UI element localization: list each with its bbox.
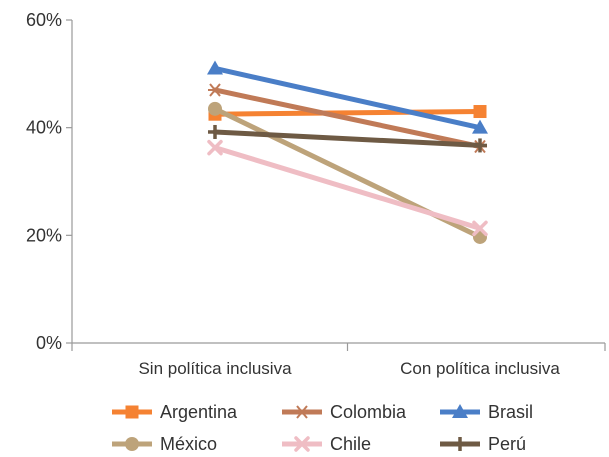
legend-item-colombia: Colombia: [282, 402, 407, 422]
y-tick-label: 60%: [26, 10, 62, 30]
legend-label-chile: Chile: [330, 434, 371, 454]
y-tick-label: 20%: [26, 225, 62, 245]
x-ticks: Sin política inclusiva Con política inclu…: [71, 343, 606, 378]
x-category-label: Sin política inclusiva: [138, 359, 292, 378]
series-layer: [207, 60, 488, 244]
legend-label-colombia: Colombia: [330, 402, 407, 422]
legend-label-mexico: México: [160, 434, 217, 454]
y-tick-label: 0%: [36, 333, 62, 353]
data-point-brasil-0: [207, 60, 223, 75]
series-brasil: [207, 60, 488, 134]
data-point-mexico-0: [208, 101, 222, 116]
data-point-chile-0: [207, 139, 223, 156]
data-point-peru-1: [473, 138, 487, 153]
legend: Argentina Colombia Brasil México Chile Perú: [112, 402, 533, 454]
legend-label-brasil: Brasil: [488, 402, 533, 422]
data-point-peru-0: [208, 124, 222, 139]
data-point-colombia-0: [208, 83, 222, 97]
series-line-chile: [212, 145, 483, 231]
legend-item-chile: Chile: [282, 434, 371, 454]
legend-item-argentina: Argentina: [112, 402, 238, 422]
legend-marker-brasil: [452, 404, 468, 418]
legend-item-brasil: Brasil: [440, 402, 533, 422]
axes: [71, 20, 605, 344]
legend-marker-chile: [294, 436, 310, 452]
legend-marker-colombia: [295, 405, 309, 419]
data-point-chile-1: [472, 220, 488, 237]
series-line-colombia: [212, 87, 483, 150]
series-line-brasil: [212, 65, 483, 131]
x-category-label: Con política inclusiva: [400, 359, 560, 378]
data-point-brasil-1: [472, 119, 488, 134]
legend-marker-mexico: [125, 437, 139, 451]
y-tick-label: 40%: [26, 118, 62, 138]
legend-label-argentina: Argentina: [160, 402, 238, 422]
series-line-argentina: [212, 109, 483, 117]
data-point-argentina-1: [473, 105, 487, 119]
legend-marker-peru: [453, 437, 467, 451]
series-mexico: [208, 101, 487, 244]
legend-item-peru: Perú: [440, 434, 526, 454]
legend-item-mexico: México: [112, 434, 217, 454]
y-ticks: 0% 20% 40% 60%: [26, 10, 72, 353]
series-peru: [208, 124, 487, 153]
series-chile: [207, 139, 488, 237]
series-line-peru: [212, 129, 483, 148]
legend-marker-argentina: [125, 405, 139, 419]
legend-label-peru: Perú: [488, 434, 526, 454]
